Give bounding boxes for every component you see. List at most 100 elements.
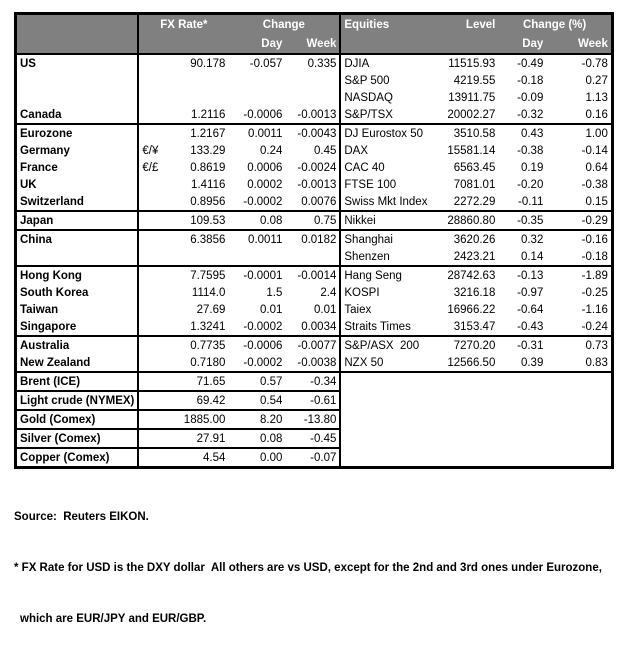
table-row: S&P 500 4219.55 -0.18 0.27 — [15, 72, 613, 89]
footnote-line-2: which are EUR/JPY and EUR/GBP. — [20, 613, 207, 625]
cell-equity-level — [444, 391, 498, 410]
footer: Source: Reuters EIKON. * FX Rate for USD… — [14, 475, 623, 662]
cell-country: Germany — [15, 142, 140, 159]
cell-equity-day-change — [498, 448, 546, 468]
cell-equity-day-change: -0.13 — [517, 269, 544, 282]
cell-fx-pair — [138, 410, 167, 430]
cell-fx-day-change: 0.0006 — [247, 161, 283, 174]
cell-fx-week-change: -0.45 — [285, 429, 342, 449]
cell-equity-level: 3216.18 — [453, 286, 496, 299]
cell-country: Light crude (NYMEX) — [15, 391, 140, 411]
cell-country: Gold (Comex) — [15, 410, 140, 430]
cell-equity-level — [444, 429, 498, 448]
cell-equity-week-change: -0.78 — [581, 57, 608, 70]
cell-equity-week-change: 0.83 — [546, 354, 613, 373]
header-fx-day: Day — [228, 34, 286, 55]
cell-fx-week-change: -0.0077 — [285, 336, 342, 354]
cell-country: China — [15, 230, 140, 248]
cell-equity-week-change: -0.38 — [581, 178, 608, 191]
cell-fx-day-change: 0.08 — [228, 211, 286, 231]
cell-equity-name: S&P/ASX 200 — [344, 339, 420, 352]
cell-fx-week-change: -0.0038 — [285, 354, 342, 373]
cell-fx-day-change: -0.057 — [249, 57, 283, 70]
cell-fx-pair — [138, 54, 166, 72]
cell-equity-name: DJIA — [344, 57, 370, 70]
cell-fx-day-change: -0.0002 — [228, 354, 286, 373]
cell-fx-week-change: 0.0076 — [285, 193, 342, 212]
table-row: China 6.3856 0.0011 0.0182 Shanghai 3620.26 0.… — [15, 230, 613, 248]
cell-equity-day-change: -0.38 — [517, 144, 544, 157]
cell-fx-pair — [138, 266, 166, 284]
cell-country: Australia — [15, 336, 140, 354]
cell-fx-day-change: 0.57 — [228, 372, 286, 392]
cell-equity-week-change: -0.25 — [581, 286, 608, 299]
cell-fx-day-change: 0.54 — [228, 391, 286, 411]
cell-country: UK — [15, 176, 140, 193]
cell-fx-day-change: 1.5 — [266, 286, 283, 299]
cell-fx-rate: 1.2116 — [166, 106, 229, 125]
cell-equity-name — [340, 429, 444, 448]
cell-equity-name — [340, 410, 444, 429]
header-spacer — [138, 34, 229, 55]
cell-fx-week-change: 0.0182 — [285, 230, 342, 248]
cell-fx-day-change: 0.0011 — [248, 233, 283, 246]
cell-equity-day-change: 0.43 — [520, 127, 544, 140]
cell-equity-day-change: -0.18 — [517, 74, 544, 87]
cell-fx-pair — [138, 176, 166, 193]
cell-equity-day-change: 0.19 — [520, 161, 544, 174]
cell-equity-day-change: -0.09 — [517, 91, 544, 104]
table-row: Australia 0.7735 -0.0006 -0.0077 S&P/ASX 200… — [15, 336, 613, 354]
cell-fx-week-change: 0.01 — [285, 301, 342, 318]
table-row: Japan 109.53 0.08 0.75 Nikkei 28860.80 -0.35 -0… — [15, 211, 613, 231]
cell-fx-rate: 109.53 — [166, 211, 229, 231]
cell-country: Silver (Comex) — [15, 429, 140, 449]
cell-fx-rate: 1.3241 — [166, 318, 229, 337]
table-row: Canada 1.2116 -0.0006 -0.0013 S&P/TSX 20002.2… — [15, 106, 613, 125]
cell-fx-week-change: -0.0024 — [285, 159, 342, 176]
table-row: South Korea 1114.0 1.5 2.4 KOSPI 3216.18 -0.97… — [15, 284, 613, 301]
cell-country: Japan — [15, 211, 140, 231]
table-row: UK 1.4116 0.0002 -0.0013 FTSE 100 7081.01 -0.2… — [15, 176, 613, 193]
cell-fx-rate: 69.42 — [166, 391, 229, 411]
cell-equity-day-change — [498, 429, 546, 448]
report-page: FX Rate* Change Equities Level Change (%… — [14, 12, 614, 625]
cell-fx-day-change — [228, 248, 286, 267]
cell-equity-week-change — [546, 391, 612, 410]
cell-equity-level: 2272.29 — [444, 193, 499, 212]
cell-equity-week-change — [546, 372, 612, 391]
cell-fx-rate: 0.7735 — [190, 339, 226, 352]
cell-equity-name: FTSE 100 — [344, 178, 397, 191]
cell-fx-rate: 27.69 — [196, 303, 226, 316]
cell-equity-day-change: 0.32 — [520, 233, 544, 246]
cell-fx-rate: 7.7595 — [190, 269, 226, 282]
cell-country — [15, 89, 140, 106]
cell-equity-week-change: 0.73 — [585, 339, 608, 352]
header-row-2: Day Week Day Week — [15, 34, 613, 55]
cell-equity-week-change: 0.64 — [585, 161, 608, 174]
cell-fx-rate: 6.3856 — [190, 233, 226, 246]
cell-fx-day-change: -0.0002 — [228, 318, 286, 337]
cell-fx-week-change: -13.80 — [285, 410, 342, 430]
cell-fx-pair — [138, 429, 167, 449]
cell-fx-day-change: -0.0006 — [243, 339, 283, 352]
header-spacer — [15, 34, 140, 55]
cell-equity-day-change: 0.39 — [498, 354, 547, 373]
table-row: Shenzen 2423.21 0.14 -0.18 — [15, 248, 613, 267]
cell-equity-week-change: -0.24 — [546, 318, 613, 337]
cell-equity-name: Straits Times — [340, 318, 445, 337]
cell-fx-rate: 1885.00 — [166, 410, 229, 430]
cell-fx-week-change — [285, 72, 342, 89]
header-row-1: FX Rate* Change Equities Level Change (%… — [15, 13, 613, 34]
cell-fx-pair — [138, 248, 167, 267]
header-eq-day: Day — [498, 34, 547, 55]
cell-fx-week-change: -0.0014 — [285, 266, 342, 284]
cell-fx-pair — [138, 318, 167, 337]
cell-equity-level: 28860.80 — [444, 211, 499, 231]
table-row: US 90.178 -0.057 0.335 DJIA 11515.93 -0.49 -0.7… — [15, 54, 613, 72]
cell-equity-level: 2423.21 — [444, 248, 499, 267]
cell-equity-name: Swiss Mkt Index — [340, 193, 445, 212]
cell-equity-week-change: -0.14 — [581, 144, 608, 157]
cell-fx-pair: €/¥ — [142, 144, 159, 157]
cell-fx-pair — [138, 391, 167, 411]
cell-equity-week-change: 0.27 — [585, 74, 608, 87]
